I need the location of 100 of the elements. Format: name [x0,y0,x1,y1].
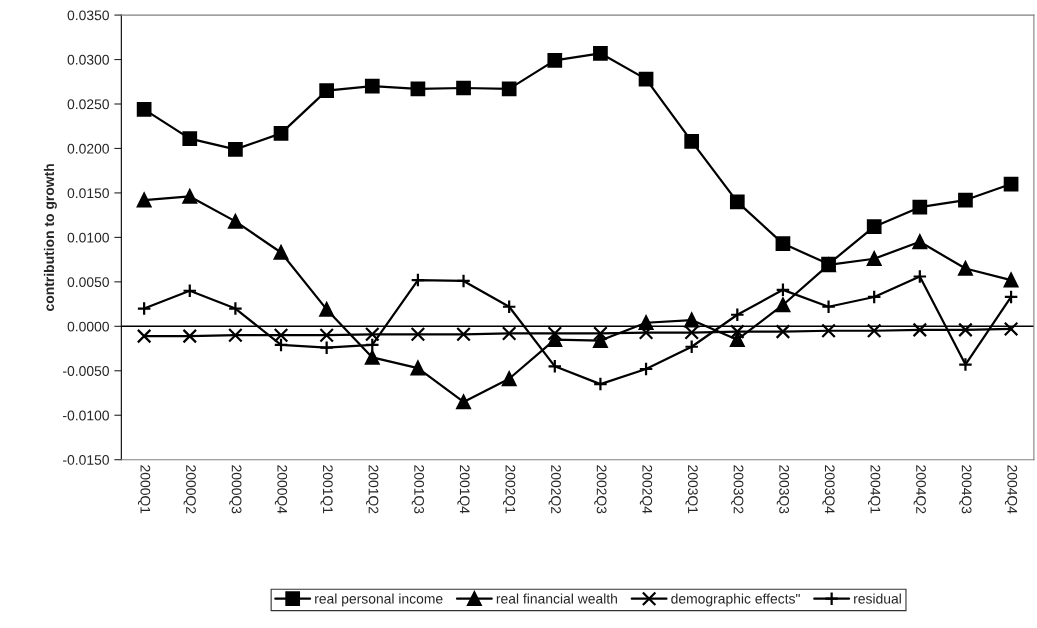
legend-label: demographic effects" [671,593,800,607]
x-tick-label: 2001Q3 [411,465,425,514]
x-tick-label: 2000Q1 [137,465,151,514]
point [593,376,608,392]
point [593,45,608,61]
point [958,322,973,338]
point [958,357,973,372]
point [775,324,791,339]
x-tick-label: 2001Q2 [366,465,379,514]
point [136,192,152,208]
y-tick-label: 0.0300 [67,54,109,65]
x-tick-label: 2004Q1 [867,465,881,514]
y-tick-label: 0.0100 [67,232,109,243]
point [866,323,882,339]
point [228,141,243,157]
point [456,394,471,410]
point [729,194,745,210]
point [136,101,152,117]
x-tick-label: 2004Q3 [959,465,972,514]
point [273,245,289,260]
point [410,81,426,97]
y-axis-title: contribution to growth [43,164,57,311]
point [547,326,563,341]
point [501,326,517,341]
y-tick-label: -0.0100 [63,410,109,421]
legend-label: real personal income [315,593,443,607]
x-tick-label: 2002Q3 [594,465,607,514]
x-tick-label: 2001Q1 [320,465,333,514]
x-tick-label: 2001Q4 [457,465,470,514]
point [638,361,654,377]
point [456,326,471,342]
x-tick-label: 2002Q4 [639,465,653,514]
point [729,324,745,339]
point [228,301,243,316]
point [912,199,928,215]
point [1003,321,1019,337]
point [319,302,335,317]
point [410,360,426,376]
point [912,269,928,284]
y-tick-label: -0.0050 [63,366,109,376]
point [319,83,335,99]
y-tick-label: -0.0150 [63,455,109,465]
x-tick-label: 2004Q4 [1004,465,1018,514]
legend-label: real financial wealth [496,593,617,604]
point [593,333,608,348]
point [228,327,243,343]
point [273,125,289,141]
x-tick-label: 2002Q1 [502,465,516,514]
point [182,328,198,344]
point [136,328,152,344]
point [136,301,152,316]
x-tick-label: 2000Q3 [229,465,242,514]
point [1003,289,1019,305]
x-tick-label: 2003Q1 [685,465,698,514]
point [684,325,700,340]
x-tick-label: 2003Q3 [776,465,790,514]
point [364,326,380,342]
y-tick-label: 0.0150 [67,188,109,199]
y-tick-label: 0.0050 [67,277,109,288]
y-tick-label: 0.0200 [67,143,109,154]
point [501,81,517,97]
y-tick-label: 0.0350 [67,10,109,21]
x-tick-label: 2000Q2 [183,465,196,514]
point [228,214,243,229]
point [958,261,973,276]
point [547,53,563,68]
x-tick-label: 2003Q4 [822,465,835,514]
point [410,326,426,342]
point [866,251,882,267]
point [684,133,700,149]
point [1003,272,1019,288]
point [501,371,517,387]
point [912,322,928,338]
point [547,332,563,348]
y-tick-label: 0.0250 [67,99,109,110]
x-tick-label: 2003Q2 [731,465,744,514]
point [866,289,882,305]
legend-label: residual [854,593,901,604]
point [775,282,791,298]
x-tick-label: 2000Q4 [274,465,288,514]
point [912,234,928,250]
y-tick-label: 0.0000 [67,321,109,332]
point [821,323,836,339]
point [1003,176,1019,192]
point [182,189,198,204]
point [638,71,654,87]
x-tick-label: 2004Q2 [913,465,926,514]
point [775,297,791,313]
point [364,350,380,365]
point [182,131,198,147]
point [729,332,745,348]
point [319,327,335,343]
point [866,219,882,235]
point [958,192,973,208]
point [593,326,608,341]
x-tick-label: 2002Q2 [548,465,561,514]
point [456,80,471,96]
point [364,78,380,94]
point [638,325,654,340]
point [775,236,791,251]
